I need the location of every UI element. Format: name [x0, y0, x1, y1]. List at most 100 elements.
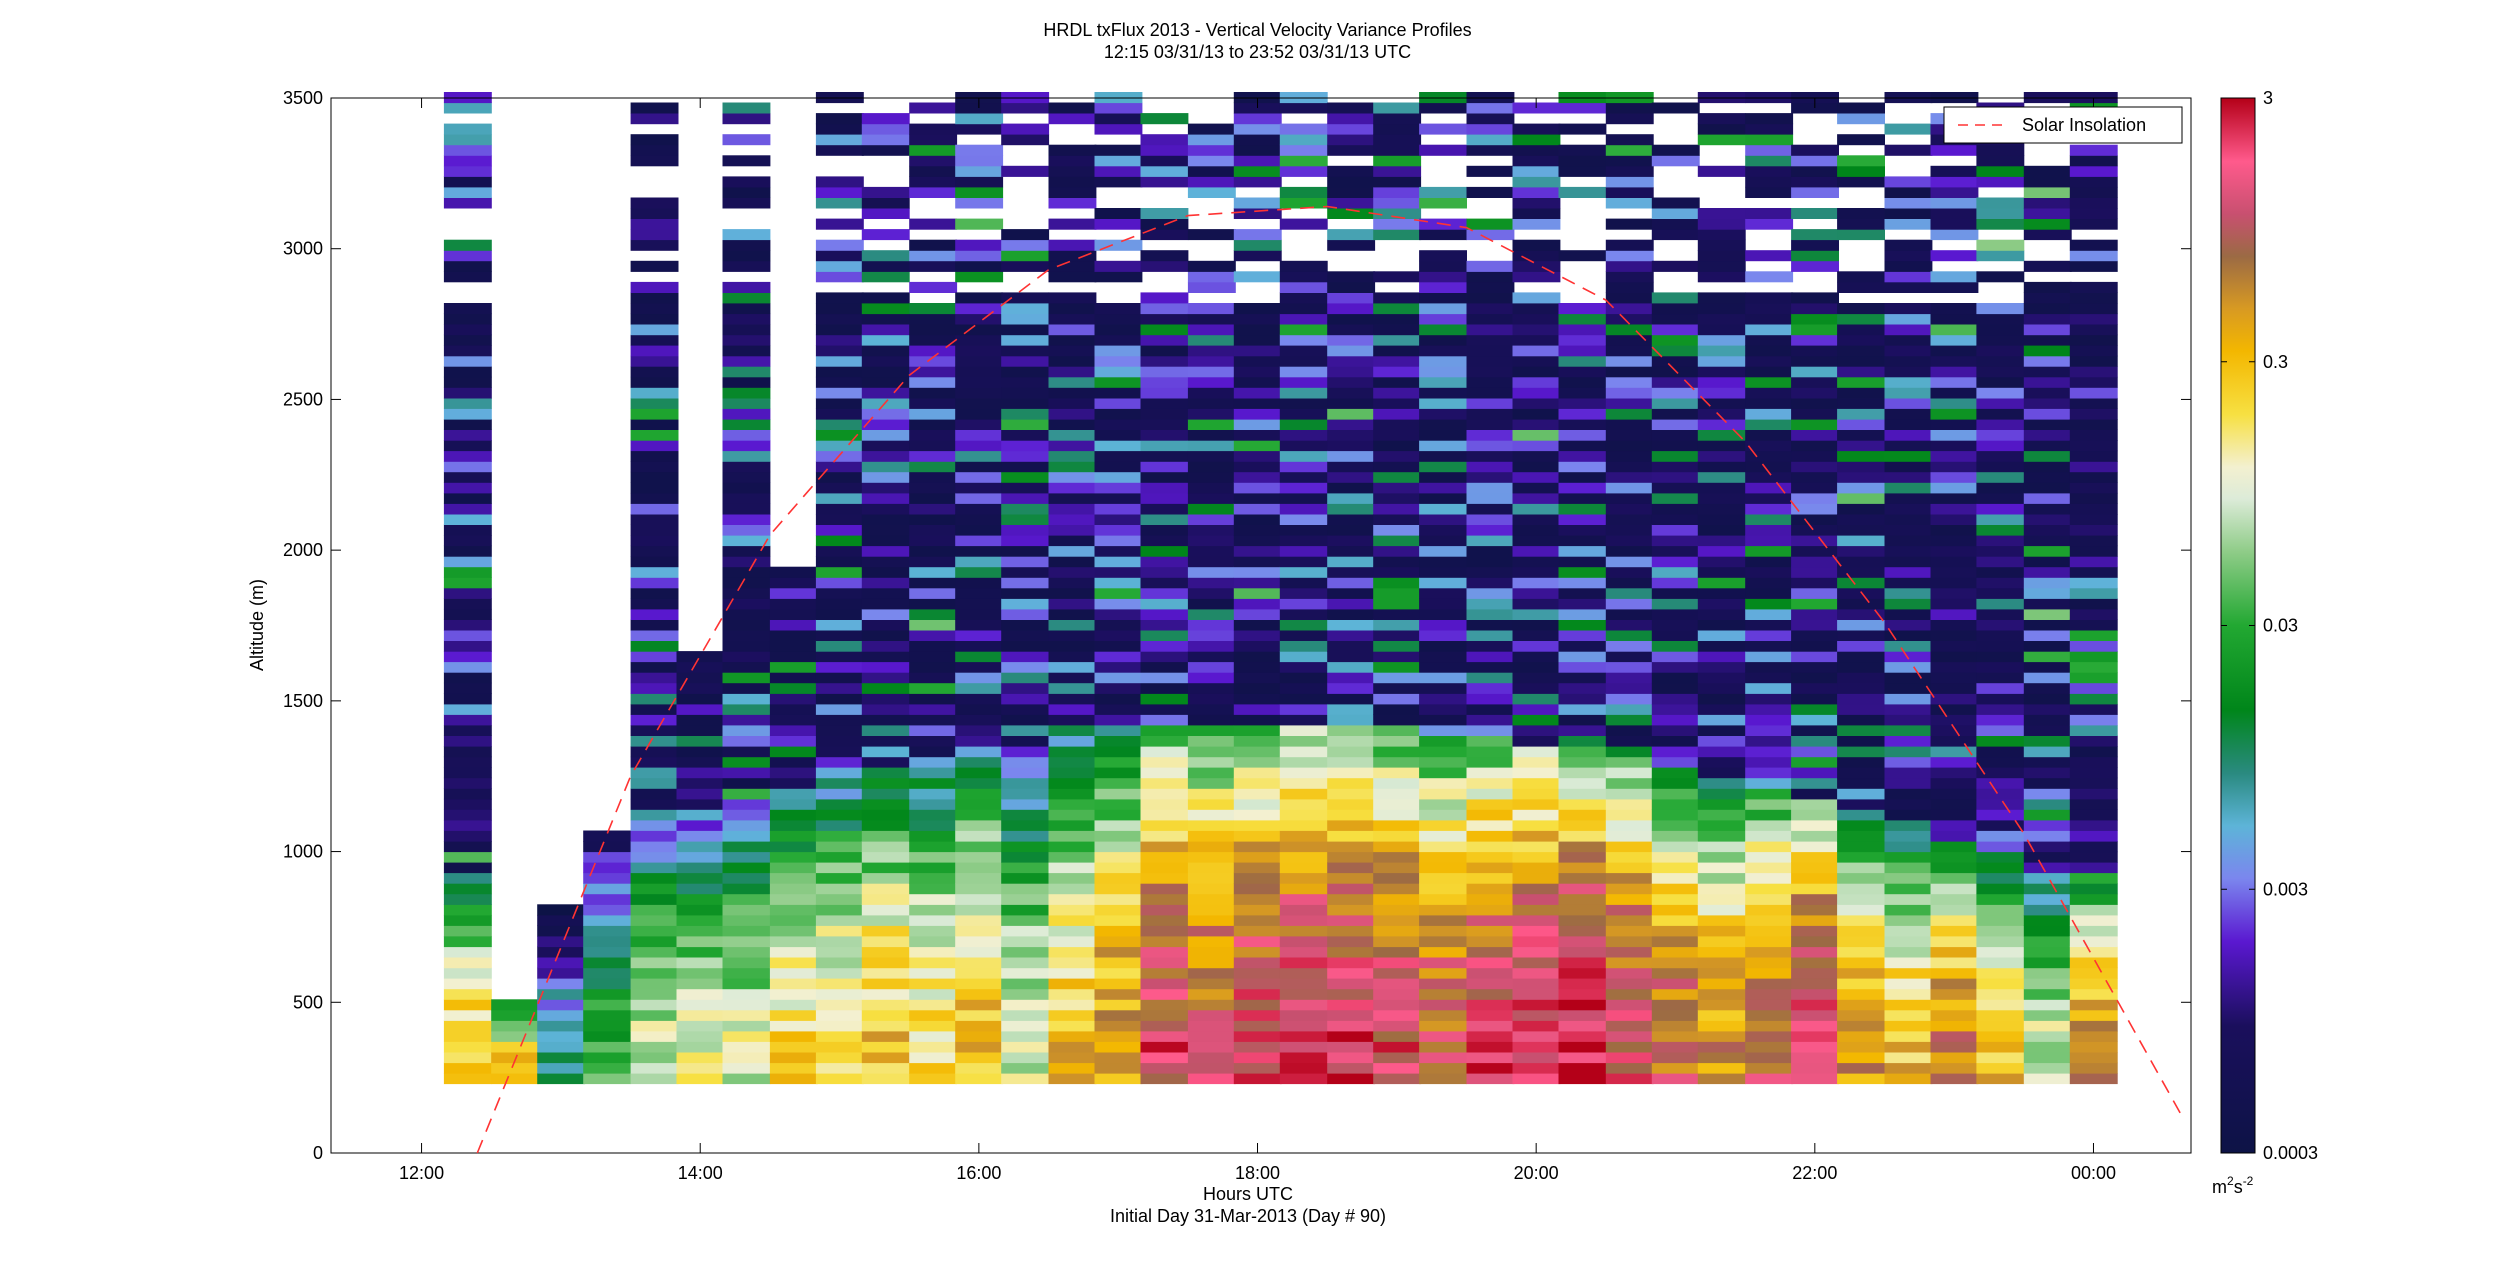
heatmap-cell: [1279, 503, 1328, 515]
heatmap-cell: [1094, 619, 1143, 631]
heatmap-cell: [1187, 144, 1236, 156]
heatmap-cell: [861, 334, 910, 346]
heatmap-cell: [1373, 809, 1422, 821]
heatmap-cell: [1048, 577, 1097, 589]
heatmap-cell: [1094, 640, 1143, 652]
heatmap-cell: [443, 1052, 492, 1064]
heatmap-cell: [1048, 102, 1097, 114]
heatmap-cell: [537, 925, 586, 937]
heatmap-cell: [722, 440, 771, 452]
heatmap-cell: [955, 334, 1004, 346]
heatmap-cell: [722, 608, 771, 620]
heatmap-cell: [1001, 440, 1050, 452]
heatmap-cell: [1094, 461, 1143, 473]
heatmap-cell: [1373, 914, 1422, 926]
heatmap-cell: [909, 1073, 958, 1085]
heatmap-cell: [1837, 376, 1885, 388]
heatmap-cell: [861, 471, 910, 483]
heatmap-cell: [815, 239, 864, 251]
heatmap-cell: [1094, 809, 1143, 821]
heatmap-cell: [1745, 978, 1794, 990]
heatmap-cell: [861, 809, 910, 821]
heatmap-cell: [909, 366, 958, 378]
heatmap-cell: [1697, 809, 1746, 821]
heatmap-cell: [1419, 1030, 1467, 1042]
heatmap-cell: [1140, 134, 1189, 146]
heatmap-cell: [1558, 672, 1607, 684]
heatmap-cell: [1048, 250, 1097, 262]
heatmap-cell: [1837, 324, 1885, 336]
heatmap-cell: [1697, 292, 1746, 304]
heatmap-cell: [1512, 788, 1561, 800]
heatmap-cell: [1466, 387, 1515, 399]
heatmap-cell: [1140, 313, 1189, 325]
heatmap-cell: [722, 672, 771, 684]
chart-title: HRDL txFlux 2013 - Vertical Velocity Var…: [1043, 20, 1472, 40]
heatmap-cell: [1233, 387, 1282, 399]
heatmap-cell: [1001, 1030, 1050, 1042]
heatmap-cell: [1140, 355, 1189, 367]
heatmap-cell: [1745, 767, 1794, 779]
heatmap-cell: [1279, 999, 1328, 1011]
heatmap-cell: [1791, 746, 1839, 758]
heatmap-cell: [909, 250, 958, 262]
heatmap-cell: [722, 619, 771, 631]
heatmap-cell: [1140, 693, 1189, 705]
heatmap-cell: [1140, 324, 1189, 336]
heatmap-cell: [630, 756, 679, 768]
heatmap-cell: [443, 914, 492, 926]
heatmap-cell: [1327, 134, 1376, 146]
heatmap-cell: [955, 239, 1004, 251]
heatmap-cell: [909, 355, 958, 367]
heatmap-cell: [861, 999, 910, 1011]
heatmap-cell: [1233, 482, 1282, 494]
colorbar-tick-label: 3: [2263, 88, 2273, 108]
heatmap-cell: [1048, 725, 1097, 736]
heatmap-cell: [1048, 967, 1097, 979]
heatmap-cell: [1048, 640, 1097, 652]
heatmap-cell: [1930, 809, 1979, 821]
heatmap-cell: [1373, 630, 1422, 641]
heatmap-cell: [1233, 640, 1282, 652]
heatmap-cell: [1327, 598, 1376, 610]
heatmap-cell: [1884, 271, 1933, 283]
heatmap-cell: [1512, 735, 1561, 747]
heatmap-cell: [1279, 492, 1328, 504]
heatmap-cell: [1930, 630, 1979, 641]
heatmap-cell: [676, 767, 725, 779]
heatmap-cell: [1327, 429, 1376, 441]
heatmap-cell: [909, 324, 958, 336]
heatmap-cell: [1745, 851, 1794, 863]
heatmap-cell: [1884, 440, 1933, 452]
heatmap-cell: [1512, 250, 1561, 262]
heatmap-cell: [1512, 134, 1561, 146]
heatmap-cell: [491, 1030, 540, 1042]
heatmap-cell: [1837, 113, 1885, 125]
heatmap-cell: [630, 630, 679, 641]
heatmap-cell: [1001, 450, 1050, 462]
heatmap-cell: [630, 777, 679, 789]
heatmap-cell: [1094, 1009, 1143, 1021]
heatmap-cell: [722, 999, 771, 1011]
heatmap-cell: [1327, 714, 1376, 726]
heatmap-cell: [1327, 397, 1376, 409]
heatmap-cell: [1791, 703, 1839, 715]
heatmap-cell: [676, 1020, 725, 1032]
heatmap-cell: [1605, 714, 1654, 726]
heatmap-cell: [1651, 514, 1700, 525]
heatmap-cell: [1373, 397, 1422, 409]
heatmap-cell: [1001, 250, 1050, 262]
heatmap-cell: [1605, 788, 1654, 800]
heatmap-cell: [1837, 651, 1885, 663]
heatmap-cell: [1745, 176, 1794, 188]
heatmap-cell: [1140, 556, 1189, 568]
heatmap-cell: [1187, 1030, 1236, 1042]
heatmap-cell: [1651, 608, 1700, 620]
heatmap-cell: [1094, 608, 1143, 620]
heatmap-cell: [2069, 682, 2118, 694]
heatmap-cell: [1279, 946, 1328, 958]
heatmap-cell: [815, 123, 864, 135]
heatmap-cell: [630, 292, 679, 304]
heatmap-cell: [1884, 397, 1933, 409]
heatmap-cell: [1187, 777, 1236, 789]
